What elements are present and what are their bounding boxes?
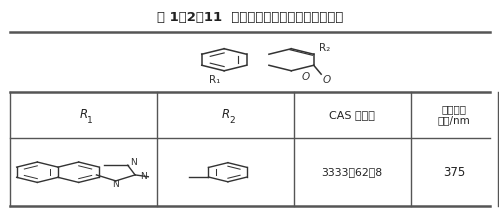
Text: R₂: R₂ xyxy=(318,43,330,52)
Text: 最大吸收: 最大吸收 xyxy=(442,105,466,115)
Text: O: O xyxy=(302,72,310,82)
Text: 1: 1 xyxy=(88,115,93,124)
Text: R: R xyxy=(222,108,230,121)
Text: R: R xyxy=(80,108,88,121)
Text: N: N xyxy=(112,180,119,189)
Text: N: N xyxy=(140,172,147,181)
Text: R₁: R₁ xyxy=(209,75,220,85)
Text: 2: 2 xyxy=(229,115,234,124)
Text: 375: 375 xyxy=(443,166,465,179)
Text: 表 1－2－11  不同取代基香豆素类荧光增白剂: 表 1－2－11 不同取代基香豆素类荧光增白剂 xyxy=(157,11,343,24)
Text: N: N xyxy=(130,158,136,167)
Text: 波长/nm: 波长/nm xyxy=(438,115,470,125)
Text: O: O xyxy=(322,75,330,85)
Text: CAS 登记号: CAS 登记号 xyxy=(329,110,375,120)
Text: 3333－62－8: 3333－62－8 xyxy=(322,167,382,177)
